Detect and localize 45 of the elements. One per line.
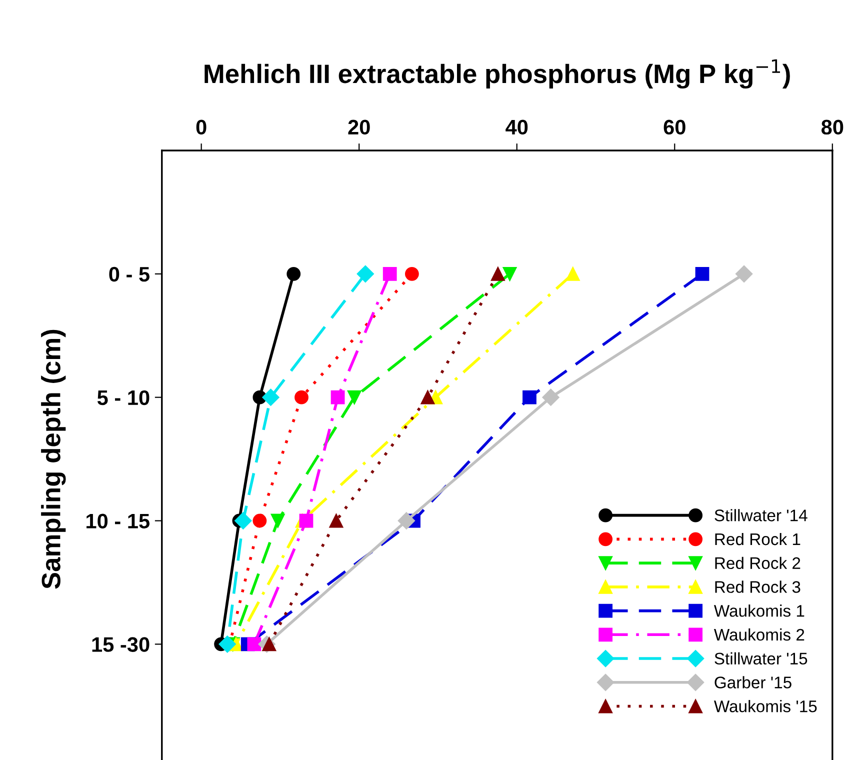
point — [234, 512, 252, 530]
point — [218, 636, 236, 653]
legend-label: Red Rock 1 — [715, 532, 800, 546]
point — [247, 637, 262, 652]
point — [382, 266, 397, 281]
point — [347, 390, 362, 404]
x-tick-label: 80 — [821, 120, 844, 135]
legend-label: Red Rock 3 — [715, 580, 800, 593]
point — [262, 637, 276, 652]
legend-label: Waukomis 2 — [714, 628, 804, 641]
point — [420, 390, 435, 404]
legend-label: Waukomis '15 — [714, 700, 817, 712]
point — [356, 265, 374, 282]
point — [286, 266, 301, 281]
point — [542, 388, 560, 406]
point — [490, 266, 505, 281]
point — [405, 266, 419, 281]
legend-label: Stillwater '15 — [714, 652, 808, 665]
x-tick-label: 20 — [348, 120, 370, 135]
point — [270, 514, 285, 528]
y-tick-label: 0 - 5 — [109, 266, 150, 282]
y-tick-label: 5 - 10 — [97, 390, 150, 406]
y-tick-label: 10 - 15 — [86, 514, 150, 529]
y-axis-title: Sampling depth (cm) — [41, 330, 66, 589]
x-axis-title: Mehlich III extractable phosphorus (Mg P kg$^{−1}$) — [204, 59, 790, 89]
point — [695, 266, 710, 281]
point — [736, 265, 753, 282]
point — [398, 512, 415, 530]
point — [330, 390, 345, 404]
legend-label: Red Rock 2 — [715, 556, 800, 570]
y-tick-label: 15 -30 — [92, 637, 150, 652]
point — [262, 388, 280, 406]
legend-label: Stillwater '14 — [714, 509, 808, 522]
point — [294, 390, 308, 404]
point — [329, 514, 344, 528]
legend-label: Waukomis 1 — [714, 604, 804, 617]
point — [566, 266, 580, 281]
x-tick-label: 0 — [196, 120, 206, 135]
x-tick-label: 40 — [506, 120, 528, 135]
point — [502, 266, 517, 281]
point — [299, 514, 314, 528]
x-tick-label: 60 — [664, 120, 686, 135]
point — [252, 514, 267, 528]
legend-label: Garber '15 — [714, 676, 792, 688]
point — [522, 390, 536, 404]
